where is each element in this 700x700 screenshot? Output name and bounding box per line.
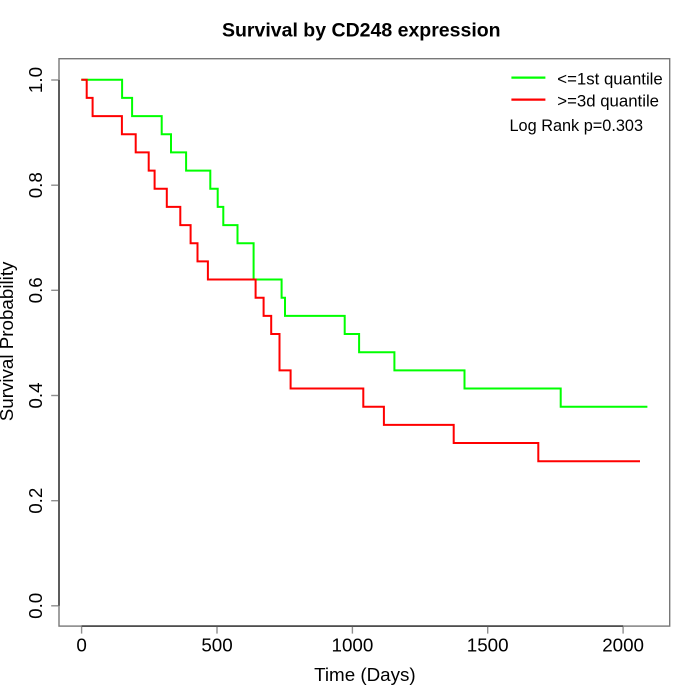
svg-text:Survival by CD248 expression: Survival by CD248 expression	[222, 19, 501, 41]
svg-text:<=1st quantile: <=1st quantile	[557, 70, 662, 89]
svg-text:Survival Probability: Survival Probability	[0, 261, 17, 421]
svg-text:>=3d quantile: >=3d quantile	[557, 92, 659, 111]
svg-text:0.8: 0.8	[25, 172, 46, 198]
svg-text:1.0: 1.0	[25, 67, 46, 93]
svg-text:0.4: 0.4	[25, 382, 46, 408]
svg-text:0.0: 0.0	[25, 593, 46, 619]
svg-text:0.2: 0.2	[25, 488, 46, 514]
svg-text:Time (Days): Time (Days)	[314, 664, 416, 685]
svg-text:2000: 2000	[602, 635, 644, 656]
svg-text:0: 0	[76, 635, 86, 656]
svg-text:Log Rank p=0.303: Log Rank p=0.303	[510, 117, 644, 135]
svg-text:0.6: 0.6	[25, 277, 46, 303]
svg-text:1500: 1500	[467, 635, 509, 656]
svg-text:500: 500	[201, 635, 232, 656]
svg-text:1000: 1000	[332, 635, 374, 656]
